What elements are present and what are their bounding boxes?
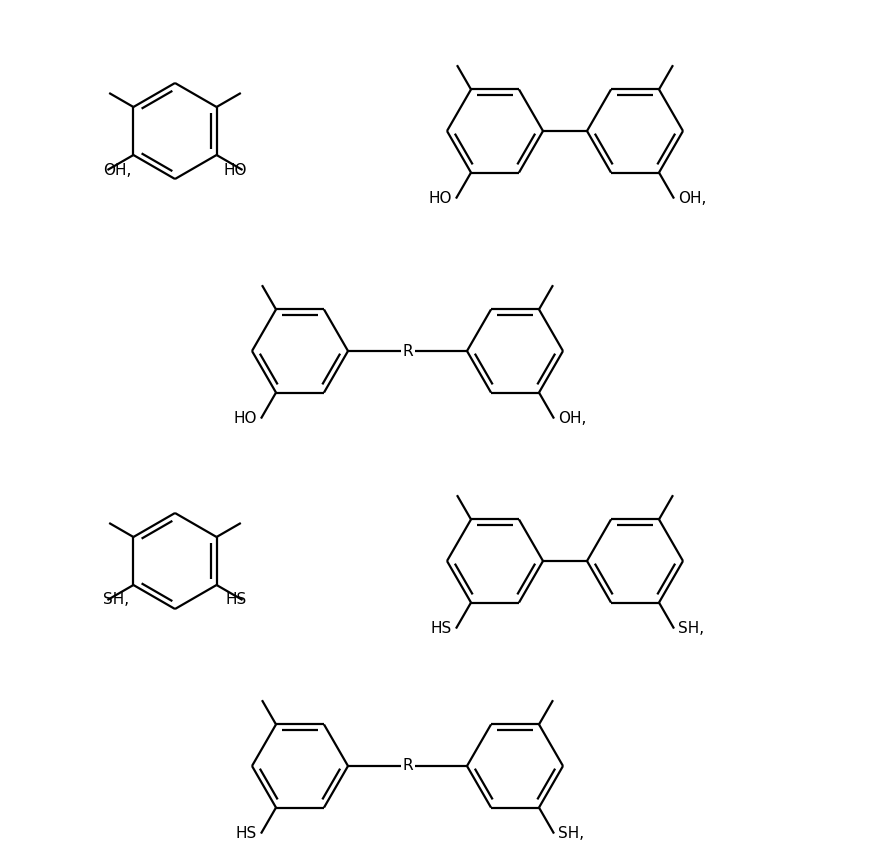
Text: HO: HO [234,411,257,426]
Text: SH,: SH, [558,826,584,841]
Text: HO: HO [223,163,247,177]
Text: OH,: OH, [104,163,132,177]
Text: OH,: OH, [558,411,586,426]
Text: HS: HS [235,826,257,841]
Text: HO: HO [428,191,452,206]
Text: R: R [402,759,412,773]
Text: SH,: SH, [104,592,130,608]
Text: SH,: SH, [678,621,704,636]
Text: HS: HS [431,621,452,636]
Text: HS: HS [225,592,247,608]
Text: OH,: OH, [678,191,706,206]
Text: R: R [402,344,412,358]
